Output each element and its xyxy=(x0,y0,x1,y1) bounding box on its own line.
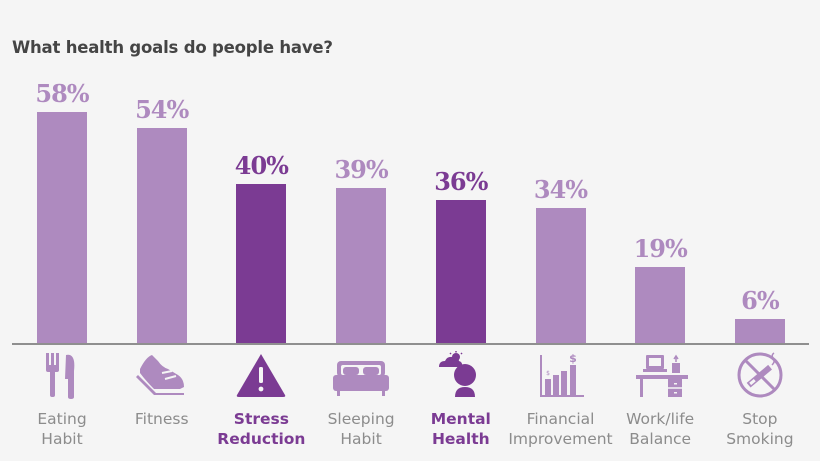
bar-chart-dollar-icon: $ $ xyxy=(531,351,591,399)
bed-icon xyxy=(331,351,391,399)
category-label-line2: Habit xyxy=(41,430,83,448)
category-label-line1: Eating xyxy=(37,410,87,428)
bar xyxy=(435,200,486,343)
value-label: 39% xyxy=(334,155,388,184)
desk-laptop-icon xyxy=(630,351,690,399)
category-label-line2: Smoking xyxy=(726,430,794,448)
value-label: 40% xyxy=(234,151,289,180)
category-label: Stress Reduction xyxy=(206,409,316,449)
value-label: 54% xyxy=(135,95,189,124)
category-label-line1: Stop xyxy=(742,410,778,428)
x-axis-line xyxy=(12,343,809,345)
value-label: 58% xyxy=(35,79,89,108)
category-label: Fitness xyxy=(107,409,217,429)
category-label-line1: Fitness xyxy=(134,410,189,428)
category-label-line1: Work/life xyxy=(626,410,695,428)
category-label-line2: Balance xyxy=(629,430,692,448)
sneaker-icon xyxy=(132,351,192,399)
bar xyxy=(635,267,686,343)
category-label: Financial Improvement xyxy=(506,409,616,449)
svg-text:$: $ xyxy=(546,370,550,377)
category-label-line1: Sleeping xyxy=(327,410,395,428)
value-label: 19% xyxy=(633,234,688,263)
category-label-line2: Health xyxy=(431,430,490,448)
category-label: Eating Habit xyxy=(7,409,117,449)
chart-title: What health goals do people have? xyxy=(12,38,333,57)
category-label: Stop Smoking xyxy=(705,409,815,449)
warning-icon xyxy=(231,351,291,399)
fork-knife-icon xyxy=(32,351,92,399)
value-label: 6% xyxy=(741,286,780,315)
bar xyxy=(136,128,187,343)
value-label: 36% xyxy=(434,167,488,196)
category-label: Mental Health xyxy=(406,409,516,449)
bar xyxy=(535,208,586,343)
svg-text:$: $ xyxy=(569,352,577,365)
category-label-line2: Habit xyxy=(340,430,382,448)
category-label-line2: Reduction xyxy=(217,430,306,448)
no-smoking-icon xyxy=(730,351,790,399)
category-label: Work/life Balance xyxy=(605,409,715,449)
category-label-line1: Stress xyxy=(233,410,289,428)
category-label-line1: Financial xyxy=(526,410,595,428)
mental-health-icon xyxy=(431,351,491,399)
bar xyxy=(734,319,785,343)
bar xyxy=(336,188,387,343)
category-label-line2: Improvement xyxy=(508,430,613,448)
category-label: Sleeping Habit xyxy=(306,409,416,449)
value-label: 34% xyxy=(533,175,588,204)
bar xyxy=(37,112,87,343)
category-label-line1: Mental xyxy=(430,410,491,428)
bar xyxy=(236,184,287,343)
